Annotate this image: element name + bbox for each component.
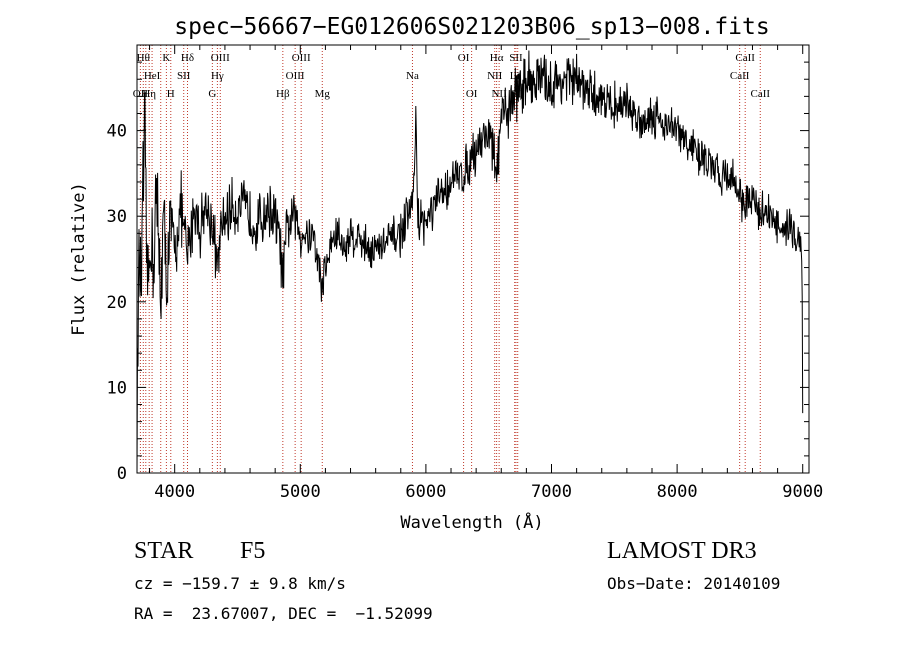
- x-tick-label: 5000: [280, 482, 321, 502]
- y-tick-label: 40: [107, 122, 127, 142]
- line-marker-label: H: [167, 88, 175, 100]
- line-marker-label: SII: [177, 70, 191, 82]
- y-tick-label: 30: [107, 207, 127, 227]
- line-marker-label: CaII: [730, 70, 750, 82]
- line-marker-label: SII: [509, 52, 523, 64]
- line-marker-label: CaII: [735, 52, 755, 64]
- y-axis: 0 10 20 30 40: [107, 44, 809, 484]
- object-subclass: F5: [240, 538, 266, 564]
- line-marker-label: OIII: [211, 52, 230, 64]
- y-tick-label: 20: [107, 293, 127, 313]
- plot-frame: [136, 44, 810, 474]
- x-tick-label: 6000: [405, 482, 446, 502]
- x-tick-label: 9000: [782, 482, 823, 502]
- x-axis: 4000 5000 6000 7000 8000 9000: [149, 45, 823, 502]
- line-marker-label: OI: [458, 52, 470, 64]
- line-marker-label: NII: [491, 88, 507, 100]
- line-marker-label: Hβ: [276, 88, 290, 100]
- x-axis-label: Wavelength (Å): [400, 511, 543, 533]
- line-marker-label: Hα: [490, 52, 504, 64]
- redshift-velocity: cz = −159.7 ± 9.8 km/s: [134, 574, 346, 593]
- chart-title: spec−56667−EG012606S021203B06_sp13−008.f…: [174, 14, 769, 40]
- line-marker-label: OIII: [292, 52, 311, 64]
- x-tick-label: 8000: [657, 482, 698, 502]
- flux-series-line: [136, 50, 804, 474]
- x-tick-label: 4000: [154, 482, 195, 502]
- line-marker-label: CaII: [750, 88, 770, 100]
- line-marker-label: NII: [487, 70, 503, 82]
- y-tick-label: 10: [107, 378, 127, 398]
- line-marker-label: Hγ: [211, 70, 224, 82]
- line-marker-label: Hη: [142, 88, 156, 100]
- observation-date: Obs−Date: 20140109: [607, 574, 781, 593]
- line-marker-label: OI: [466, 88, 478, 100]
- survey-name: LAMOST DR3: [607, 538, 757, 564]
- line-marker-label: Hδ: [181, 52, 194, 64]
- y-axis-label: Flux (relative): [69, 182, 89, 336]
- line-marker-label: G: [208, 88, 216, 100]
- spectral-line-labels: OIIHθHηHeIKHSIIHδGHγOIIIHβOIIIOIIIMgNaOI…: [133, 52, 771, 100]
- line-marker-label: Mg: [315, 88, 331, 100]
- y-tick-label: 0: [117, 464, 127, 484]
- line-marker-label: HeI: [144, 70, 161, 82]
- line-marker-label: K: [162, 52, 170, 64]
- x-tick-label: 7000: [531, 482, 572, 502]
- line-marker-label: Hθ: [137, 52, 150, 64]
- coordinates: RA = 23.67007, DEC = −1.52099: [134, 604, 433, 623]
- line-marker-label: OIII: [286, 70, 305, 82]
- line-marker-label: Na: [406, 70, 419, 82]
- spectral-line-markers: [139, 45, 761, 473]
- object-class: STAR: [134, 538, 194, 564]
